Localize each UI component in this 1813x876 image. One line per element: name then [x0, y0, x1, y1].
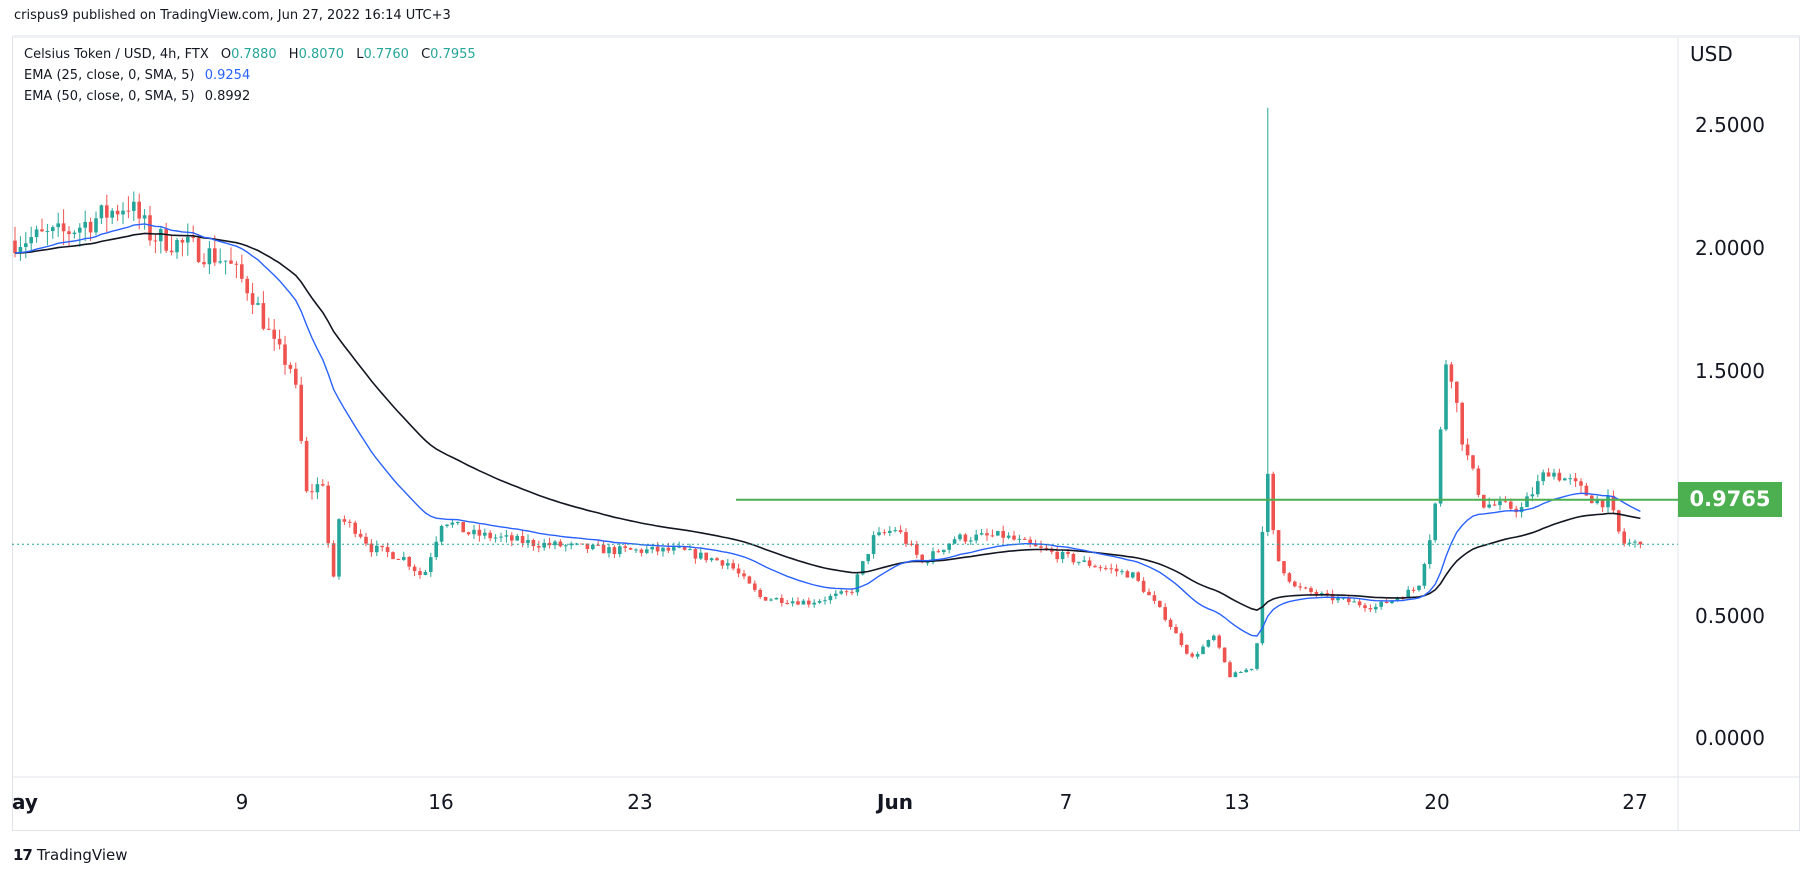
ema50-line	[14, 232, 1641, 611]
tradingview-logo[interactable]: 17 TradingView	[13, 846, 128, 864]
ema50-label: EMA (50, close, 0, SMA, 5)	[24, 89, 195, 104]
time-tick: 27	[1622, 790, 1648, 814]
tradingview-brand: TradingView	[36, 846, 128, 864]
tradingview-logo-icon: 17	[13, 846, 33, 864]
chart-frame	[12, 35, 1800, 831]
price-tick: 2.5000	[1695, 113, 1765, 137]
currency-label: USD	[1690, 42, 1733, 66]
price-tick: 0.5000	[1695, 604, 1765, 628]
low-label: L	[356, 47, 364, 62]
legend-ema25-row[interactable]: EMA (25, close, 0, SMA, 5) 0.9254	[24, 65, 476, 86]
legend-symbol-row: Celsius Token / USD, 4h, FTX O0.7880 H0.…	[24, 44, 476, 65]
price-tick: 0.0000	[1695, 726, 1765, 750]
ema25-label: EMA (25, close, 0, SMA, 5)	[24, 68, 195, 83]
close-value: 0.7955	[430, 47, 476, 62]
open-value: 0.7880	[231, 47, 277, 62]
low-value: 0.7760	[363, 47, 409, 62]
legend-ema50-row[interactable]: EMA (50, close, 0, SMA, 5) 0.8992	[24, 86, 476, 107]
time-tick: 13	[1224, 790, 1250, 814]
ema25-value: 0.9254	[204, 68, 251, 83]
price-tick: 1.5000	[1695, 359, 1765, 383]
candlesticks	[13, 107, 1643, 678]
time-tick: 16	[428, 790, 454, 814]
time-tick: 20	[1424, 790, 1450, 814]
time-tick: 7	[1059, 790, 1073, 814]
legend-symbol: Celsius Token / USD, 4h, FTX	[24, 47, 209, 62]
high-value: 0.8070	[298, 47, 345, 62]
open-label: O	[220, 47, 232, 62]
high-label: H	[288, 47, 299, 62]
time-tick: ay	[12, 790, 38, 814]
ema25-line	[14, 223, 1641, 637]
level-price-badge: 0.9765	[1678, 482, 1782, 517]
close-label: C	[421, 47, 431, 62]
time-tick: 9	[235, 790, 249, 814]
price-tick: 2.0000	[1695, 236, 1765, 260]
time-tick: Jun	[877, 790, 913, 814]
ema50-value: 0.8992	[204, 89, 251, 104]
chart-legend: Celsius Token / USD, 4h, FTX O0.7880 H0.…	[24, 44, 476, 107]
publisher-caption: crispus9 published on TradingView.com, J…	[14, 8, 451, 23]
time-tick: 23	[627, 790, 653, 814]
